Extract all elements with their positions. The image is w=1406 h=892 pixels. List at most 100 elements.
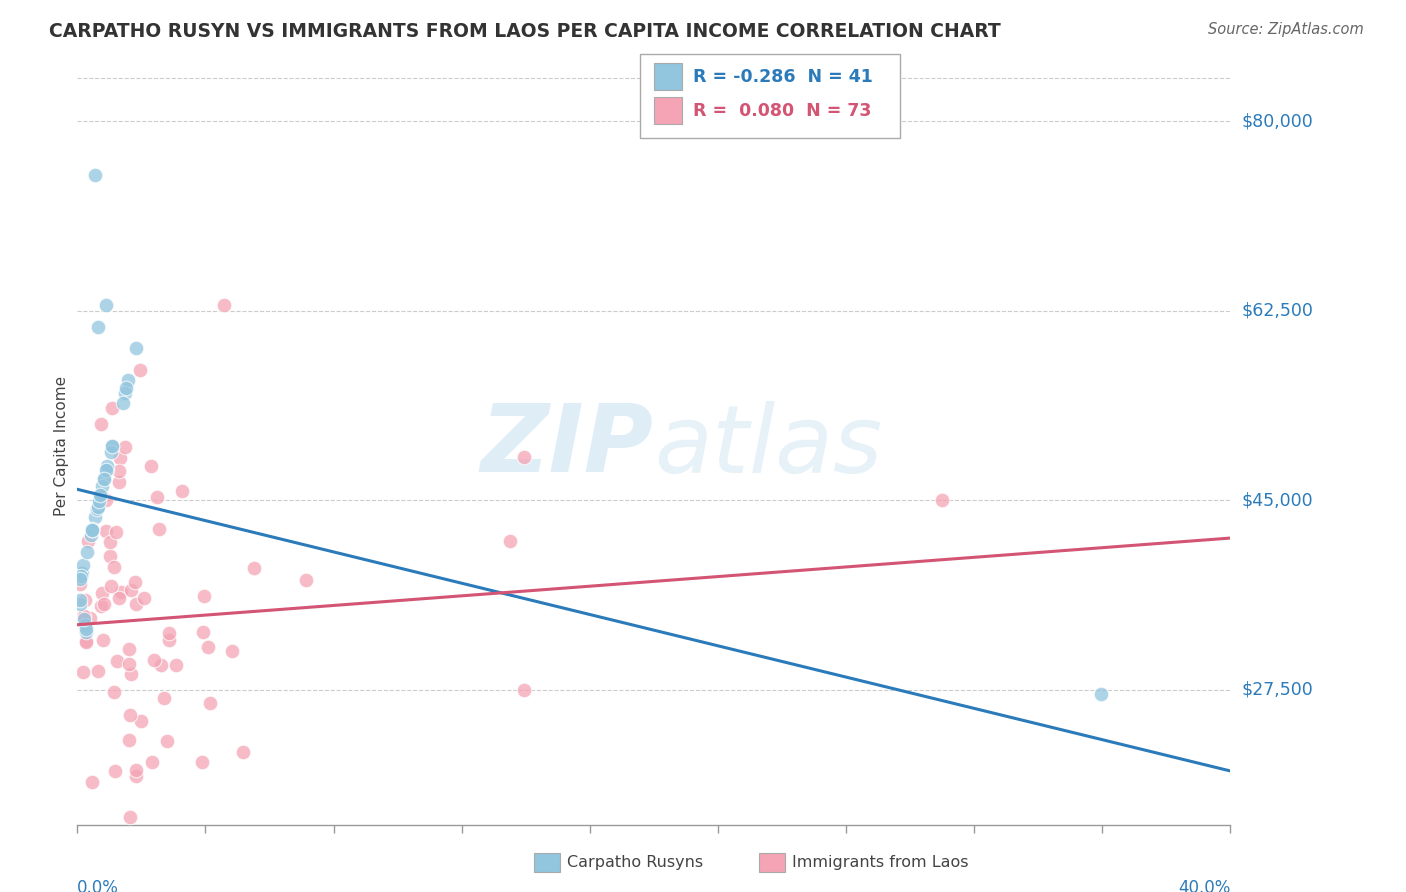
Point bbox=[72, 608, 94, 623]
Point bbox=[103, 684, 125, 698]
Point bbox=[80, 524, 103, 538]
Point bbox=[76, 545, 98, 559]
Point bbox=[1090, 686, 1112, 700]
Point bbox=[141, 459, 163, 474]
Point bbox=[96, 458, 118, 473]
Text: Carpatho Rusyns: Carpatho Rusyns bbox=[567, 855, 703, 870]
Point bbox=[118, 810, 141, 824]
Text: CARPATHO RUSYN VS IMMIGRANTS FROM LAOS PER CAPITA INCOME CORRELATION CHART: CARPATHO RUSYN VS IMMIGRANTS FROM LAOS P… bbox=[49, 22, 1001, 41]
Point bbox=[125, 769, 148, 783]
Point bbox=[165, 658, 187, 673]
Point bbox=[125, 597, 148, 611]
Point bbox=[96, 462, 118, 476]
Point bbox=[75, 633, 97, 648]
Point bbox=[101, 401, 124, 415]
Point bbox=[499, 533, 522, 548]
Point bbox=[70, 566, 93, 581]
Point bbox=[143, 653, 166, 667]
Point bbox=[90, 487, 112, 501]
Point bbox=[104, 524, 127, 539]
Point bbox=[82, 774, 104, 789]
Point bbox=[129, 714, 152, 728]
Point bbox=[295, 573, 318, 587]
Point bbox=[232, 745, 254, 759]
Point bbox=[132, 591, 155, 605]
Text: Source: ZipAtlas.com: Source: ZipAtlas.com bbox=[1208, 22, 1364, 37]
Point bbox=[114, 386, 136, 401]
Point bbox=[214, 298, 236, 312]
Point bbox=[86, 500, 108, 514]
Point bbox=[105, 654, 128, 668]
Point bbox=[107, 475, 129, 490]
Point bbox=[73, 618, 96, 632]
Text: atlas: atlas bbox=[654, 401, 882, 491]
Point bbox=[125, 341, 148, 355]
Point bbox=[107, 464, 129, 478]
Point bbox=[117, 642, 139, 657]
Point bbox=[94, 524, 117, 539]
Point bbox=[87, 664, 110, 678]
Point bbox=[120, 708, 142, 723]
Point bbox=[221, 644, 243, 658]
Point bbox=[98, 535, 121, 549]
Point bbox=[91, 479, 114, 493]
Point bbox=[193, 590, 215, 604]
Point bbox=[104, 764, 127, 778]
Point bbox=[93, 472, 115, 486]
Text: $62,500: $62,500 bbox=[1241, 301, 1313, 319]
Point bbox=[96, 463, 118, 477]
Point bbox=[108, 591, 131, 605]
Point bbox=[101, 439, 124, 453]
Point bbox=[73, 609, 96, 624]
Point bbox=[87, 494, 110, 508]
Point bbox=[141, 755, 163, 769]
Point bbox=[120, 667, 142, 681]
Point bbox=[931, 493, 953, 508]
Point bbox=[115, 381, 138, 395]
Point bbox=[103, 559, 125, 574]
Point bbox=[117, 373, 139, 387]
Point bbox=[157, 626, 180, 640]
Point bbox=[72, 665, 94, 679]
Point bbox=[114, 440, 136, 454]
Point bbox=[86, 319, 108, 334]
Point bbox=[69, 569, 91, 583]
Point bbox=[129, 363, 152, 377]
Point bbox=[69, 577, 91, 591]
Point bbox=[96, 298, 118, 312]
Point bbox=[80, 523, 103, 537]
Point bbox=[118, 657, 141, 671]
Point bbox=[79, 611, 101, 625]
Point bbox=[72, 558, 94, 573]
Point bbox=[110, 585, 132, 599]
Point bbox=[148, 522, 170, 536]
Text: $27,500: $27,500 bbox=[1241, 681, 1313, 698]
Point bbox=[118, 733, 141, 747]
Point bbox=[111, 395, 134, 409]
Text: 0.0%: 0.0% bbox=[77, 880, 120, 892]
Point bbox=[84, 509, 107, 524]
Text: ZIP: ZIP bbox=[481, 400, 654, 492]
Point bbox=[91, 632, 114, 647]
Point bbox=[75, 622, 97, 636]
Y-axis label: Per Capita Income: Per Capita Income bbox=[53, 376, 69, 516]
Point bbox=[91, 585, 114, 599]
Point bbox=[513, 682, 536, 697]
Point bbox=[72, 612, 94, 626]
Point bbox=[191, 625, 214, 640]
Point bbox=[172, 483, 194, 498]
Text: Immigrants from Laos: Immigrants from Laos bbox=[792, 855, 969, 870]
Point bbox=[149, 658, 172, 673]
Point bbox=[108, 451, 131, 466]
Point bbox=[100, 579, 122, 593]
Point bbox=[70, 566, 93, 580]
Point bbox=[82, 522, 104, 536]
Point bbox=[89, 488, 111, 502]
Point bbox=[90, 599, 112, 613]
Point bbox=[80, 523, 103, 537]
Point bbox=[90, 417, 112, 432]
Point bbox=[75, 634, 97, 648]
Point bbox=[75, 625, 97, 640]
Point bbox=[197, 640, 219, 654]
Point bbox=[124, 575, 146, 590]
